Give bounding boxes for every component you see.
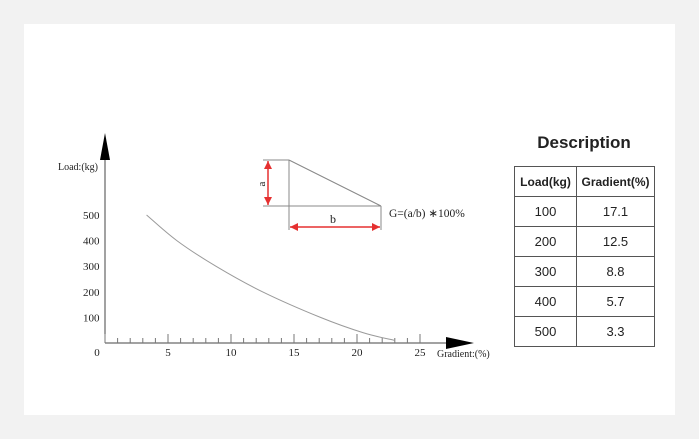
load-gradient-curve xyxy=(146,214,395,341)
gradient-cell: 12.5 xyxy=(576,226,655,257)
y-tick-label: 200 xyxy=(83,287,100,299)
x-tick-marks xyxy=(104,334,421,343)
x-tick-label: 25 xyxy=(415,347,427,359)
x-tick-label: 5 xyxy=(165,347,171,359)
y-tick-label: 300 xyxy=(83,261,100,273)
dimension-b-arrowhead-left xyxy=(290,223,298,231)
x-axis-arrow xyxy=(446,337,474,349)
gradient-cell: 17.1 xyxy=(576,196,655,227)
load-cell: 200 xyxy=(514,226,577,257)
dimension-a-arrowhead-top xyxy=(264,161,272,169)
x-tick-label: 10 xyxy=(226,347,238,359)
dimension-b-label: b xyxy=(330,212,336,226)
dimension-a-arrowhead-bottom xyxy=(264,197,272,205)
column-header-gradient: Gradient(%) xyxy=(576,166,655,197)
table-row: 300 8.8 xyxy=(514,256,655,287)
load-cell: 300 xyxy=(514,256,577,287)
x-tick-label: 0 xyxy=(94,347,100,359)
y-tick-labels: 100 200 300 400 500 xyxy=(83,210,100,324)
load-cell: 400 xyxy=(514,286,577,317)
y-tick-label: 500 xyxy=(83,210,100,222)
y-tick-label: 100 xyxy=(83,312,100,324)
gradient-cell: 3.3 xyxy=(576,316,655,347)
x-tick-labels: 0 5 10 15 20 25 xyxy=(94,347,426,359)
triangle-hypotenuse xyxy=(288,159,382,207)
gradient-formula-diagram: a b G=(a/b) ∗100% xyxy=(256,159,465,231)
table-row: 500 3.3 xyxy=(514,316,655,347)
table-header-row: Load(kg) Gradient(%) xyxy=(514,166,655,197)
x-tick-label: 20 xyxy=(352,347,364,359)
dimension-a-label: a xyxy=(256,181,268,186)
gradient-cell: 5.7 xyxy=(576,286,655,317)
load-cell: 100 xyxy=(514,196,577,227)
gradient-cell: 8.8 xyxy=(576,256,655,287)
gradient-formula: G=(a/b) ∗100% xyxy=(389,208,465,220)
series-layer xyxy=(146,214,395,341)
description-title: Description xyxy=(537,133,631,152)
table-row: 400 5.7 xyxy=(514,286,655,317)
load-cell: 500 xyxy=(514,316,577,347)
description-table: Load(kg) Gradient(%) 100 17.1 200 12.5 300 8.… xyxy=(514,166,655,347)
y-axis-label: Load:(kg) xyxy=(58,162,98,173)
dimension-b-arrowhead-right xyxy=(372,223,380,231)
table-row: 100 17.1 xyxy=(514,196,655,227)
x-tick-label: 15 xyxy=(289,347,301,359)
x-axis-label: Gradient:(%) xyxy=(437,349,490,360)
table-row: 200 12.5 xyxy=(514,226,655,257)
y-axis-arrow xyxy=(100,133,110,160)
column-header-load: Load(kg) xyxy=(514,166,577,197)
y-tick-label: 400 xyxy=(83,236,100,248)
